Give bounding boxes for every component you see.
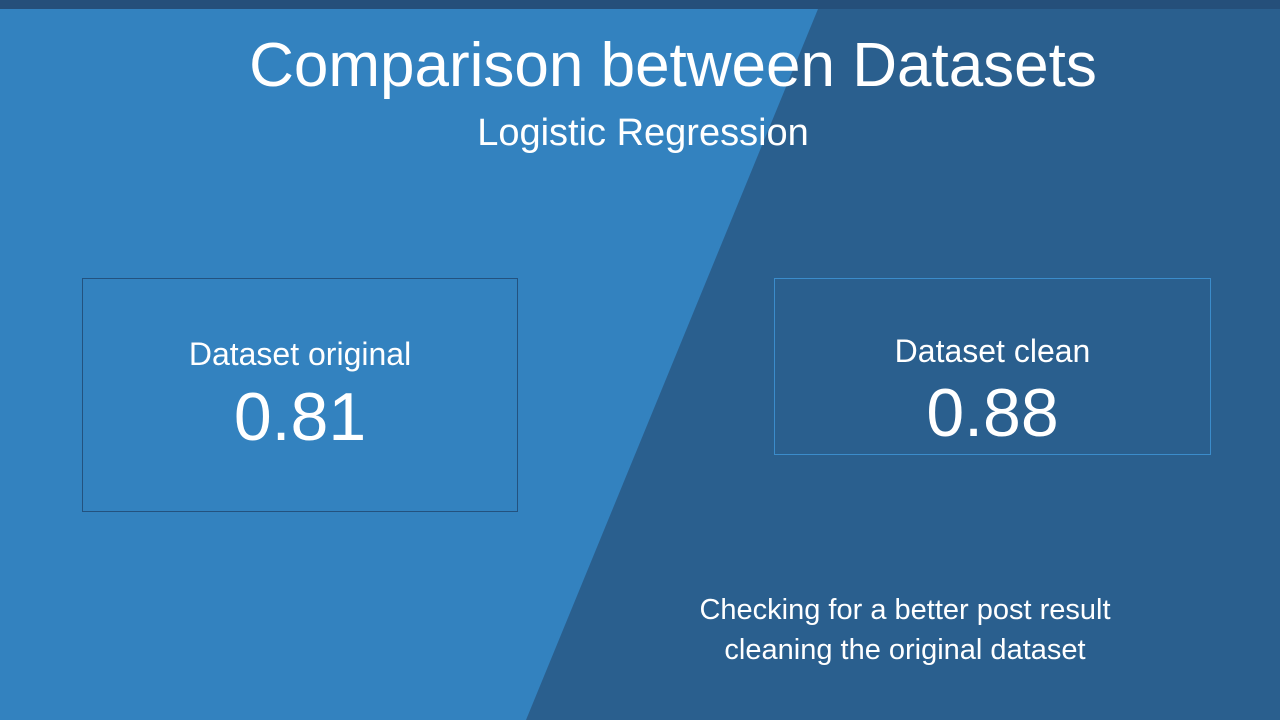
dataset-clean-card: Dataset clean 0.88 bbox=[774, 278, 1211, 455]
slide-title: Comparison between Datasets bbox=[249, 31, 1097, 100]
slide-subtitle: Logistic Regression bbox=[477, 112, 809, 154]
dataset-original-card: Dataset original 0.81 bbox=[82, 278, 518, 512]
conclusion-note-line-2: cleaning the original dataset bbox=[724, 634, 1086, 666]
conclusion-note-line-1: Checking for a better post result bbox=[699, 594, 1111, 626]
conclusion-note: Checking for a better post result cleani… bbox=[640, 590, 1170, 670]
dataset-original-label: Dataset original bbox=[188, 336, 412, 372]
dataset-clean-label: Dataset clean bbox=[894, 333, 1091, 369]
dataset-clean-score: 0.88 bbox=[926, 375, 1059, 451]
light-diagonal-panel bbox=[0, 9, 818, 720]
dataset-original-score: 0.81 bbox=[233, 379, 367, 455]
top-band bbox=[0, 0, 1280, 9]
